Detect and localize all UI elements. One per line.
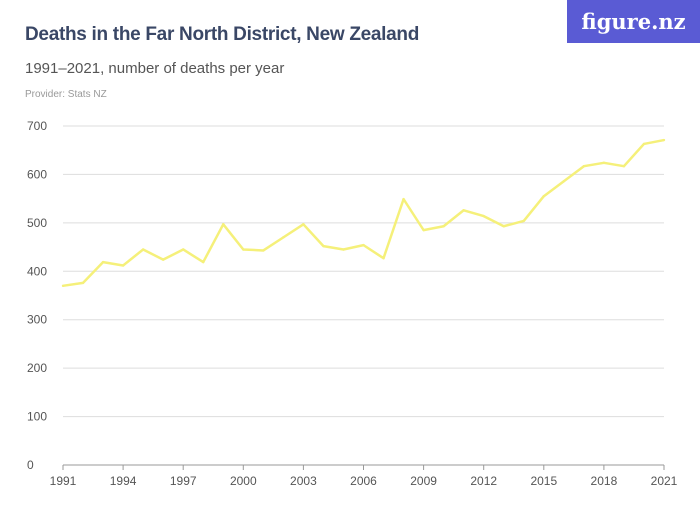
data-point [182, 248, 185, 251]
data-point [382, 257, 385, 260]
data-point [161, 258, 165, 261]
data-point [462, 209, 465, 212]
x-tick-label: 1991 [50, 474, 77, 488]
x-tick-label: 2018 [591, 474, 618, 488]
data-point [562, 180, 566, 183]
data-point [482, 214, 485, 218]
x-tick-label: 2009 [410, 474, 437, 488]
data-point [602, 161, 606, 165]
y-tick-label: 400 [27, 264, 47, 278]
y-tick-label: 0 [27, 458, 34, 472]
x-tick-label: 2003 [290, 474, 317, 488]
data-point [422, 228, 425, 232]
figure-nz-logo[interactable]: figure.nz [567, 0, 700, 43]
y-tick-label: 700 [27, 119, 47, 133]
data-point [202, 260, 205, 264]
data-point [101, 260, 105, 264]
x-tick-label: 2015 [530, 474, 557, 488]
x-tick-label: 1994 [110, 474, 137, 488]
data-point [522, 219, 525, 223]
y-tick-label: 100 [27, 410, 47, 424]
data-point [622, 164, 626, 168]
data-point [242, 248, 245, 251]
provider-label: Provider: Stats NZ [25, 89, 107, 100]
data-point [502, 225, 505, 228]
data-point [141, 248, 145, 251]
data-point [81, 281, 85, 285]
data-point [282, 236, 285, 239]
data-point [302, 223, 305, 226]
x-tick-label: 2021 [651, 474, 678, 488]
data-point [222, 223, 225, 226]
data-point [642, 142, 646, 146]
data-point [442, 225, 445, 228]
x-tick-label: 2000 [230, 474, 257, 488]
x-tick-label: 1997 [170, 474, 197, 488]
data-point [342, 248, 345, 251]
data-point [662, 138, 666, 142]
x-tick-label: 2012 [470, 474, 497, 488]
data-point [61, 284, 65, 288]
data-point [121, 264, 125, 267]
chart-subtitle: 1991–2021, number of deaths per year [25, 60, 285, 77]
x-tick-label: 2006 [350, 474, 377, 488]
y-tick-label: 200 [27, 361, 47, 375]
y-tick-label: 600 [27, 167, 47, 181]
data-point [582, 164, 586, 168]
data-point [542, 195, 545, 198]
page-title: Deaths in the Far North District, New Ze… [25, 24, 420, 45]
data-point [362, 243, 365, 247]
y-tick-label: 500 [27, 216, 47, 230]
data-line [62, 138, 665, 288]
y-tick-label: 300 [27, 313, 47, 327]
data-point [322, 244, 325, 248]
data-point [402, 197, 405, 201]
data-point [262, 249, 265, 252]
